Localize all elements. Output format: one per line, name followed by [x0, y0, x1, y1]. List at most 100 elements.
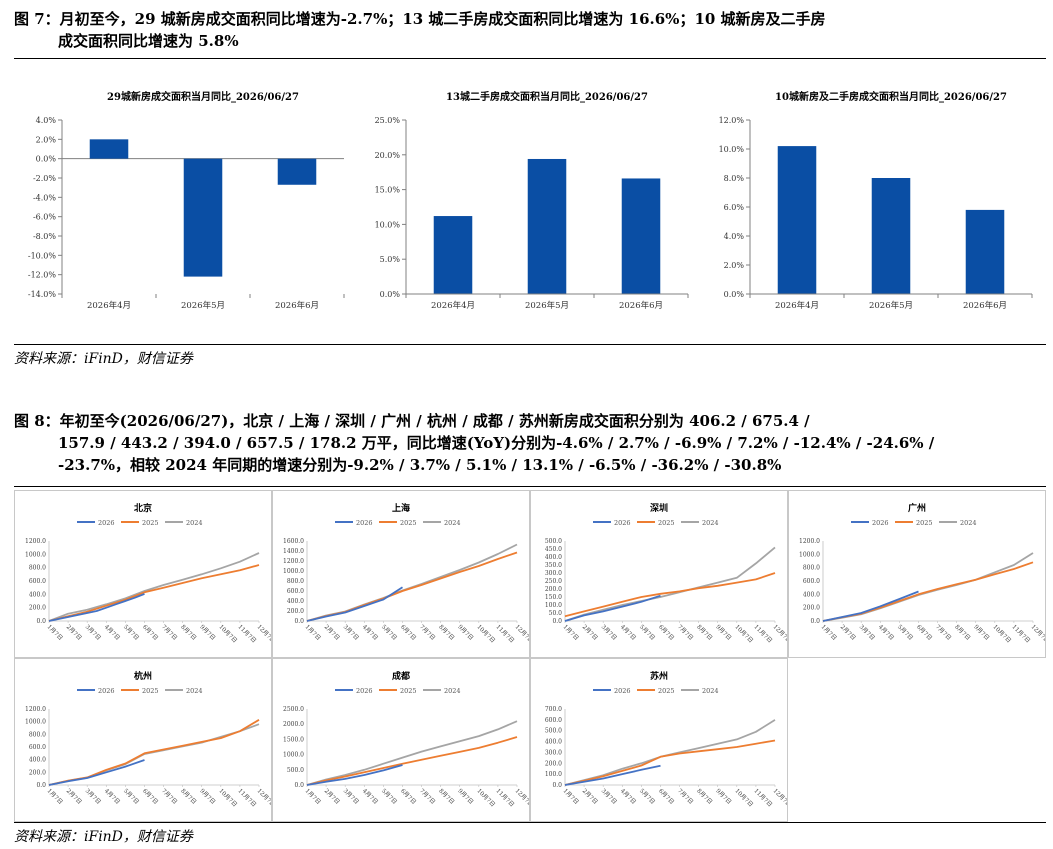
x-tick-label: 6月7日: [657, 623, 675, 641]
x-tick-label: 2026年5月: [525, 300, 569, 311]
y-tick-label: 1600.0: [283, 538, 304, 545]
x-tick-label: 12月7日: [514, 787, 529, 808]
y-tick-label: 600.0: [803, 578, 820, 585]
series-line-2024: [306, 543, 518, 622]
x-tick-label: 2月7日: [581, 623, 599, 641]
y-tick-label: 12.0%: [719, 116, 745, 125]
legend-label: 2025: [142, 687, 159, 695]
city-line-chart-svg: 苏州 2026 2025 2024 0.0 100.0 200.0 300.0 400.0 500…: [545, 670, 793, 808]
y-tick-label: 400.0: [545, 554, 562, 561]
y-tick-label: 500.0: [287, 767, 304, 774]
y-tick-label: 6.0%: [724, 203, 745, 212]
x-tick-label: 2月7日: [839, 623, 857, 641]
figure8-source: 资料来源：iFinD，财信证券: [14, 829, 193, 845]
y-tick-label: 800.0: [287, 578, 304, 585]
x-tick-label: 8月7日: [695, 787, 713, 805]
y-tick-label: 800.0: [29, 731, 46, 738]
y-tick-label: 150.0: [545, 594, 562, 601]
x-tick-label: 7月7日: [418, 623, 436, 641]
figure7-bottom-rule: [14, 344, 1046, 345]
x-tick-label: 5月7日: [896, 623, 914, 641]
x-tick-label: 1月7日: [304, 623, 322, 641]
x-tick-label: 6月7日: [141, 787, 159, 805]
x-tick-label: 8月7日: [437, 787, 455, 805]
y-tick-label: 50.0: [549, 610, 563, 617]
y-tick-label: 0.0: [552, 782, 562, 789]
y-tick-label: 600.0: [29, 578, 46, 585]
x-tick-label: 2026年5月: [869, 300, 913, 311]
y-tick-label: 600.0: [29, 744, 46, 751]
x-tick-label: 11月7日: [1010, 623, 1031, 644]
bar-chart-title: 13城二手房成交面积当月同比_2026/06/27: [446, 90, 648, 103]
x-tick-label: 10月7日: [475, 787, 496, 808]
y-tick-label: 1000.0: [799, 551, 820, 558]
x-tick-label: 9月7日: [198, 623, 216, 641]
x-tick-label: 12月7日: [256, 623, 271, 644]
x-tick-label: 10月7日: [217, 787, 238, 808]
y-tick-label: 20.0%: [375, 151, 401, 160]
x-tick-label: 4月7日: [103, 787, 121, 805]
y-tick-label: -12.0%: [28, 271, 57, 280]
y-tick-label: 700.0: [545, 706, 562, 713]
y-tick-label: 400.0: [803, 591, 820, 598]
figure7-title-line2: 成交面积同比增速为 5.8%: [58, 32, 239, 50]
x-tick-label: 6月7日: [399, 623, 417, 641]
y-tick-label: 500.0: [545, 728, 562, 735]
series-line-2024: [306, 720, 518, 786]
y-tick-label: 400.0: [545, 739, 562, 746]
y-tick-label: 1000.0: [283, 568, 304, 575]
x-tick-label: 11月7日: [752, 787, 773, 808]
x-tick-label: 10月7日: [733, 623, 754, 644]
x-tick-label: 9月7日: [198, 787, 216, 805]
x-tick-label: 5月7日: [380, 623, 398, 641]
series-line-2025: [564, 739, 776, 786]
x-tick-label: 11月7日: [236, 787, 257, 808]
x-tick-label: 1月7日: [46, 787, 64, 805]
figure8-title: 图 8：年初至今(2026/06/27)，北京 / 上海 / 深圳 / 广州 /…: [14, 410, 1044, 476]
legend-label: 2026: [872, 519, 889, 527]
legend-label: 2026: [356, 519, 373, 527]
x-tick-label: 7月7日: [160, 623, 178, 641]
y-tick-label: 0.0: [810, 618, 820, 625]
y-tick-label: 1500.0: [283, 736, 304, 743]
x-tick-label: 4月7日: [103, 623, 121, 641]
y-tick-label: 1400.0: [283, 548, 304, 555]
series-line-2024: [48, 723, 260, 786]
y-tick-label: 2.0%: [36, 135, 57, 144]
city-line-chart-svg: 成都 2026 2025 2024 0.0 500.0 1000.0 1500.0 2000.0…: [283, 670, 535, 808]
x-tick-label: 8月7日: [179, 787, 197, 805]
y-tick-label: 400.0: [29, 757, 46, 764]
series-line-2025: [564, 572, 776, 618]
legend-label: 2026: [614, 519, 631, 527]
x-tick-label: 2月7日: [65, 623, 83, 641]
x-tick-label: 11月7日: [494, 623, 515, 644]
series-line-2024: [822, 552, 1034, 622]
x-tick-label: 10月7日: [217, 623, 238, 644]
x-tick-label: 12月7日: [1030, 623, 1045, 644]
series-line-2026: [306, 764, 403, 786]
series-line-2024: [564, 546, 776, 622]
x-tick-label: 12月7日: [514, 623, 529, 644]
y-tick-label: 0.0: [36, 782, 46, 789]
figure8-bottom-rule: [14, 822, 1046, 823]
x-tick-label: 6月7日: [399, 787, 417, 805]
x-tick-label: 7月7日: [676, 623, 694, 641]
legend-label: 2024: [702, 687, 719, 695]
x-tick-label: 10月7日: [733, 787, 754, 808]
y-tick-label: 800.0: [803, 565, 820, 572]
bar: [89, 139, 129, 159]
legend-label: 2025: [400, 687, 417, 695]
y-tick-label: 500.0: [545, 538, 562, 545]
x-tick-label: 3月7日: [600, 623, 618, 641]
y-tick-label: 100.0: [545, 771, 562, 778]
y-tick-label: 200.0: [29, 769, 46, 776]
x-tick-label: 9月7日: [714, 623, 732, 641]
city-chart-title: 杭州: [134, 670, 152, 682]
series-line-2026: [822, 590, 919, 622]
x-tick-label: 1月7日: [562, 787, 580, 805]
figure8-title-line3: -23.7%，相较 2024 年同期的增速分别为-9.2% / 3.7% / 5…: [58, 456, 782, 474]
y-tick-label: 0.0: [36, 618, 46, 625]
y-tick-label: 250.0: [545, 578, 562, 585]
y-tick-label: -2.0%: [33, 174, 56, 183]
city-chart-title: 成都: [392, 670, 410, 682]
